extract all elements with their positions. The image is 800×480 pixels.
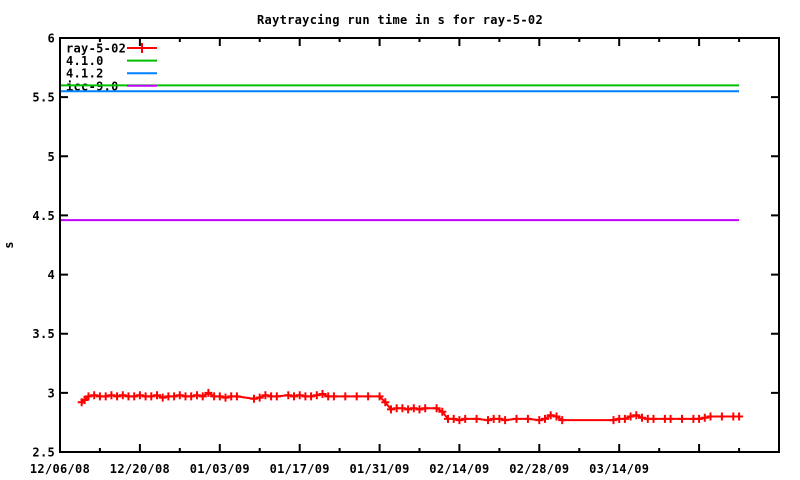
y-tick-label: 5: [47, 150, 55, 164]
y-tick-label: 3: [47, 386, 55, 400]
y-tick-label: 5.5: [32, 91, 55, 105]
y-tick-label: 2.5: [32, 446, 55, 460]
y-tick-label: 4.5: [32, 209, 55, 223]
x-tick-label: 02/28/09: [509, 462, 569, 476]
y-tick-label: 4: [47, 268, 55, 282]
x-tick-label: 12/06/08: [30, 462, 90, 476]
x-tick-label: 03/14/09: [589, 462, 649, 476]
x-tick-label: 01/31/09: [349, 462, 409, 476]
legend-label-4.1.2: 4.1.2: [66, 67, 104, 81]
legend-label-ray-5-02: ray-5-02: [66, 42, 126, 56]
chart-title: Raytraycing run time in s for ray-5-02: [257, 13, 543, 27]
legend-sample-marker-ray-5-02: [137, 43, 147, 53]
x-tick-label: 01/17/09: [270, 462, 330, 476]
x-tick-label: 02/14/09: [429, 462, 489, 476]
y-axis-label: s: [2, 241, 16, 249]
x-tick-label: 12/20/08: [110, 462, 170, 476]
y-tick-label: 6: [47, 32, 55, 46]
legend-label-4.1.0: 4.1.0: [66, 54, 104, 68]
series-markers-ray-5-02: [77, 388, 744, 425]
y-tick-label: 3.5: [32, 327, 55, 341]
x-tick-label: 01/03/09: [190, 462, 250, 476]
axis-ticks: [59, 37, 779, 453]
